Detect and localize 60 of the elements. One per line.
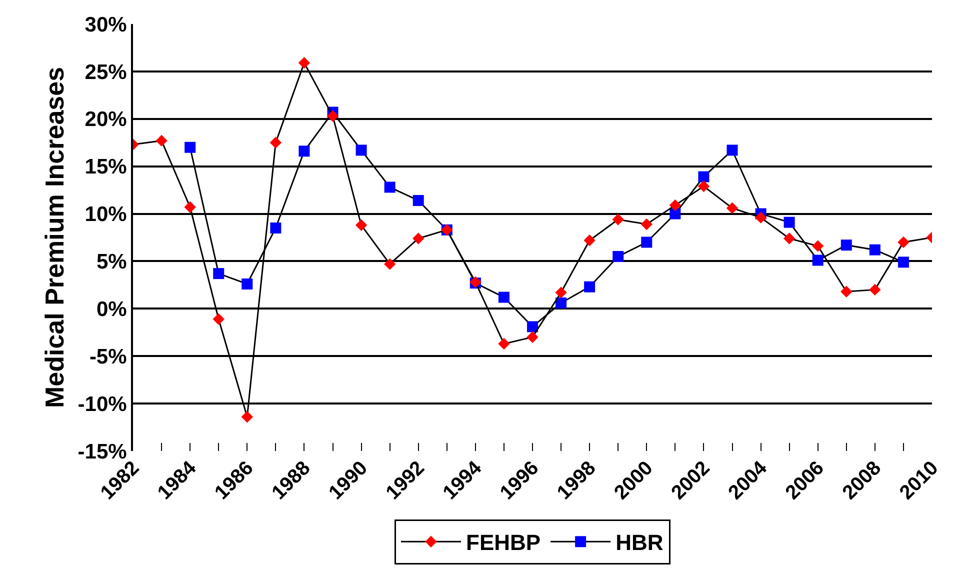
point	[669, 199, 682, 212]
point	[840, 240, 852, 251]
point	[784, 216, 795, 228]
legend-label: HBR	[616, 530, 664, 556]
y-tick-label: 25%	[84, 60, 128, 84]
point	[498, 338, 510, 350]
point	[355, 219, 368, 232]
y-tick-label: 0%	[96, 298, 128, 322]
point	[356, 144, 367, 156]
point	[698, 180, 710, 192]
y-axis-title: Medical Premium Increases	[40, 66, 70, 408]
point	[641, 236, 652, 248]
point	[783, 232, 796, 244]
point	[384, 182, 396, 193]
point	[898, 256, 909, 268]
point	[612, 250, 624, 262]
point	[212, 313, 224, 325]
point	[270, 136, 282, 148]
point	[527, 321, 538, 332]
point	[213, 268, 224, 280]
point	[869, 244, 880, 256]
point	[412, 194, 424, 206]
point	[298, 57, 310, 69]
point	[898, 236, 910, 248]
point	[840, 286, 852, 298]
point	[526, 331, 538, 343]
y-tick-label: 15%	[84, 156, 128, 179]
point	[726, 144, 738, 156]
point	[242, 278, 253, 290]
y-tick-label: 5%	[96, 250, 128, 274]
y-tick-label: 10%	[84, 203, 128, 226]
point	[698, 171, 710, 182]
point	[498, 292, 510, 303]
y-tick-label: -5%	[89, 345, 128, 368]
point	[869, 284, 881, 296]
point	[384, 258, 396, 270]
point	[556, 297, 567, 308]
point	[241, 410, 253, 423]
point	[412, 232, 424, 244]
point	[812, 254, 824, 266]
point	[612, 214, 624, 226]
point	[270, 222, 282, 234]
y-tick-label: 20%	[84, 108, 128, 132]
point	[754, 212, 767, 224]
point	[326, 110, 339, 122]
y-tick-label: 30%	[84, 13, 128, 36]
point	[726, 202, 738, 214]
point	[156, 134, 168, 147]
point	[298, 146, 310, 157]
y-tick-label: -10%	[78, 392, 128, 416]
point	[812, 240, 824, 252]
y-tick-label: -15%	[78, 440, 128, 464]
point	[555, 286, 567, 298]
point	[670, 208, 681, 220]
point	[584, 281, 596, 292]
point	[184, 142, 196, 153]
legend-label: FEHBP	[466, 530, 541, 556]
point	[184, 201, 196, 213]
point	[640, 218, 652, 230]
point	[584, 234, 596, 246]
